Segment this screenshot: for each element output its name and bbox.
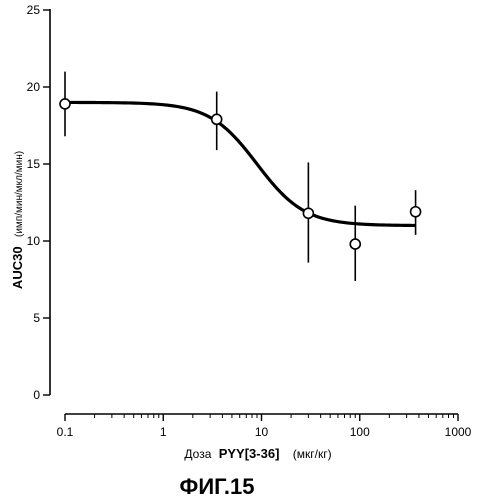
- fit-curve: [65, 102, 416, 225]
- tick-labels: 0 5 10 15 20 25 0.1 1 10 100 1000: [27, 3, 472, 439]
- data-point: [411, 207, 421, 217]
- data-point: [350, 239, 360, 249]
- y-axis-label-main: AUC30: [10, 246, 25, 289]
- y-tick-label: 0: [33, 388, 40, 402]
- x-axis-label-unit: (мкг/кг): [293, 447, 332, 461]
- y-tick-label: 20: [27, 80, 41, 94]
- y-tick-label: 15: [27, 157, 41, 171]
- data-point: [303, 208, 313, 218]
- x-tick-label: 10: [255, 425, 269, 439]
- y-tick-label: 10: [27, 234, 41, 248]
- data-point: [60, 99, 70, 109]
- x-tick-label: 1000: [445, 425, 472, 439]
- figure-caption: ФИГ.15: [180, 474, 255, 499]
- fit-curve-layer: [65, 102, 416, 225]
- x-axis-label-prefix: Доза: [184, 447, 211, 461]
- x-axis-label-bold: PYY[3-36]: [219, 446, 280, 461]
- data-points: [60, 99, 421, 249]
- x-tick-label: 100: [350, 425, 370, 439]
- x-tick-label: 0.1: [57, 425, 74, 439]
- y-axis-label: AUC30 (имп/мин/мкл/мин): [9, 151, 26, 289]
- y-axis-label-unit: (имп/мин/мкл/мин): [14, 151, 25, 237]
- x-axis-label: Доза PYY[3-36] (мкг/кг): [184, 446, 331, 461]
- data-point: [212, 114, 222, 124]
- y-tick-label: 5: [33, 311, 40, 325]
- y-tick-label: 25: [27, 3, 41, 17]
- x-tick-label: 1: [160, 425, 167, 439]
- chart-axes: [43, 9, 458, 421]
